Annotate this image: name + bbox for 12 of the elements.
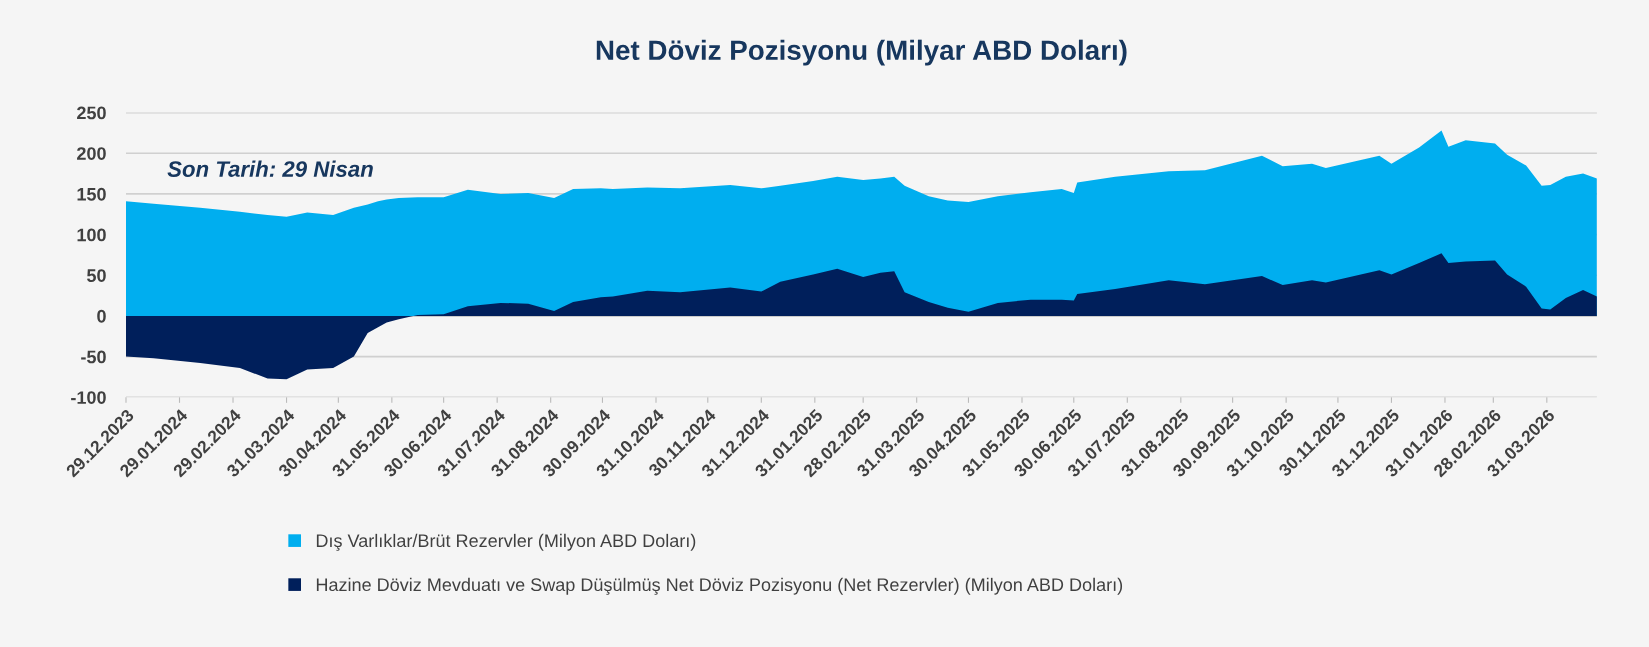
y-tick-label: -50 [81,350,106,364]
y-tick-label: 250 [77,106,106,120]
chart-title: Net Döviz Pozisyonu (Milyar ABD Doları) [596,39,1127,66]
y-tick-label: 100 [77,228,106,242]
legend-label: Dış Varlıklar/Brüt Rezervler (Milyon ABD Doları) [316,533,696,551]
y-tick-label: 50 [87,269,106,282]
legend-label: Hazine Döviz Mevduatı ve Swap Düşülmüş Net Döviz Pozisyonu (Net Rezervler) (Milyon ABD Doları) [316,577,1123,595]
y-tick-label: 0 [97,309,106,323]
y-tick-label: 150 [77,187,106,201]
y-tick-label: 200 [77,147,106,160]
y-tick-label: -100 [71,391,106,404]
annotation: Son Tarih: 29 Nisan [167,160,373,177]
